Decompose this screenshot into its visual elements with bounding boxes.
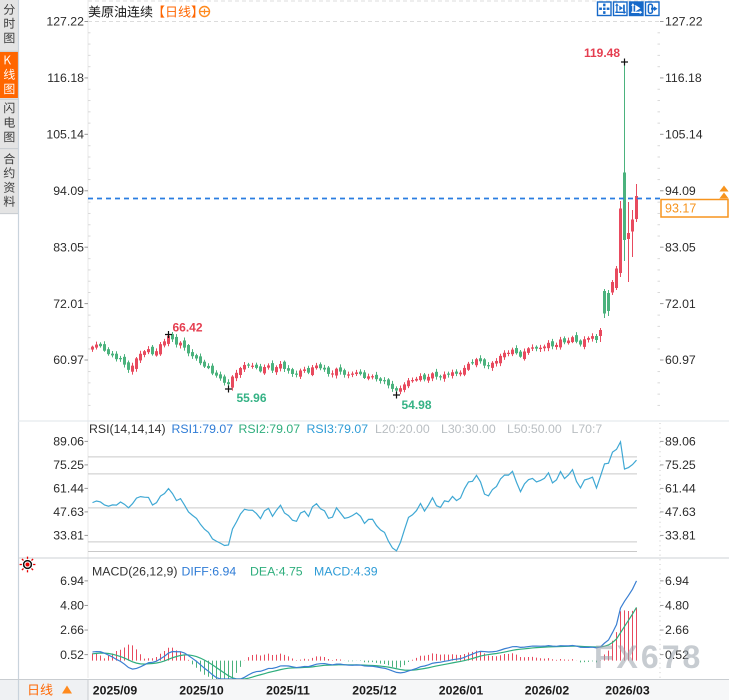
svg-text:93.17: 93.17 — [665, 202, 696, 216]
svg-text:DIFF:6.94: DIFF:6.94 — [182, 565, 237, 579]
svg-text:83.05: 83.05 — [665, 240, 696, 254]
svg-text:94.09: 94.09 — [665, 184, 696, 198]
svg-text:6.94: 6.94 — [665, 574, 689, 588]
svg-text:94.09: 94.09 — [53, 184, 84, 198]
svg-text:0.52: 0.52 — [665, 648, 689, 662]
svg-text:L70:7: L70:7 — [572, 422, 603, 436]
svg-text:127.22: 127.22 — [665, 15, 703, 29]
svg-text:127.22: 127.22 — [46, 15, 84, 29]
svg-text:L50:50.00: L50:50.00 — [507, 422, 562, 436]
svg-text:33.81: 33.81 — [665, 529, 696, 543]
svg-text:72.01: 72.01 — [53, 297, 84, 311]
svg-text:DEA:4.75: DEA:4.75 — [250, 565, 303, 579]
svg-text:4.80: 4.80 — [665, 599, 689, 613]
svg-text:2026/01: 2026/01 — [439, 684, 484, 698]
svg-text:2025/09: 2025/09 — [93, 684, 138, 698]
svg-text:47.63: 47.63 — [665, 505, 696, 519]
svg-text:2025/11: 2025/11 — [266, 684, 310, 698]
svg-text:61.44: 61.44 — [53, 482, 84, 496]
svg-text:RSI2:79.07: RSI2:79.07 — [239, 422, 301, 436]
svg-text:60.97: 60.97 — [665, 353, 696, 367]
svg-text:FX678: FX678 — [594, 639, 703, 675]
svg-text:RSI(14,14,14): RSI(14,14,14) — [89, 422, 166, 436]
svg-text:6.94: 6.94 — [60, 574, 84, 588]
svg-text:105.14: 105.14 — [46, 128, 84, 142]
svg-text:47.63: 47.63 — [53, 505, 84, 519]
svg-text:66.42: 66.42 — [173, 321, 203, 335]
svg-text:75.25: 75.25 — [665, 458, 696, 472]
svg-text:72.01: 72.01 — [665, 297, 696, 311]
svg-text:2025/12: 2025/12 — [352, 684, 397, 698]
svg-text:75.25: 75.25 — [53, 458, 84, 472]
svg-text:33.81: 33.81 — [53, 529, 84, 543]
svg-text:83.05: 83.05 — [53, 240, 84, 254]
svg-text:L30:30.00: L30:30.00 — [441, 422, 496, 436]
svg-text:2.66: 2.66 — [60, 623, 84, 637]
svg-text:2.66: 2.66 — [665, 623, 689, 637]
svg-text:RSI1:79.07: RSI1:79.07 — [172, 422, 234, 436]
svg-text:2026/03: 2026/03 — [605, 684, 650, 698]
svg-text:2026/02: 2026/02 — [525, 684, 570, 698]
svg-text:116.18: 116.18 — [47, 71, 84, 85]
svg-text:MACD:4.39: MACD:4.39 — [314, 565, 378, 579]
svg-text:2025/10: 2025/10 — [179, 684, 224, 698]
svg-text:L20:20.00: L20:20.00 — [375, 422, 430, 436]
svg-text:116.18: 116.18 — [665, 71, 702, 85]
svg-text:119.48: 119.48 — [584, 46, 620, 60]
svg-text:54.98: 54.98 — [402, 398, 432, 412]
svg-text:55.96: 55.96 — [237, 391, 267, 405]
svg-text:89.06: 89.06 — [53, 435, 84, 449]
svg-text:89.06: 89.06 — [665, 435, 696, 449]
svg-text:MACD(26,12,9): MACD(26,12,9) — [92, 565, 177, 579]
svg-text:61.44: 61.44 — [665, 482, 696, 496]
svg-text:4.80: 4.80 — [60, 599, 84, 613]
svg-text:RSI3:79.07: RSI3:79.07 — [307, 422, 369, 436]
svg-text:0.52: 0.52 — [60, 648, 84, 662]
svg-text:60.97: 60.97 — [53, 353, 84, 367]
svg-text:105.14: 105.14 — [665, 128, 703, 142]
